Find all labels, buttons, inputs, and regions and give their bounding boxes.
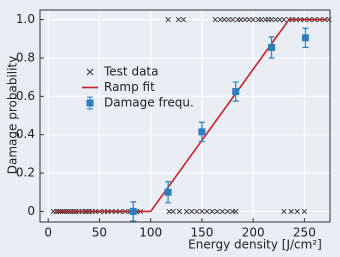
test-point (225, 16, 232, 23)
test-point (268, 16, 275, 23)
y-tick-label: 0.2 (16, 166, 35, 180)
test-point (294, 208, 300, 215)
test-point (189, 208, 195, 215)
y-tick-label: 0.4 (16, 127, 35, 141)
test-point (180, 16, 187, 23)
legend-label: Ramp fit (104, 80, 155, 94)
test-point (301, 208, 308, 215)
test-point (183, 208, 190, 215)
test-point (258, 16, 264, 23)
test-point (221, 16, 228, 23)
x-tick-label: 0 (44, 226, 52, 240)
test-point (214, 208, 220, 215)
test-point (230, 16, 236, 23)
y-tick-label: 0.6 (16, 89, 35, 103)
legend-label: Test data (103, 65, 158, 79)
test-point (217, 16, 223, 23)
test-point (194, 208, 200, 215)
x-axis-label: Energy density [J/cm²] (188, 238, 322, 252)
legend-marker (86, 68, 94, 76)
frequency-point (198, 128, 206, 136)
test-point (175, 16, 181, 23)
test-point (233, 208, 239, 215)
x-tick-label: 100 (139, 226, 162, 240)
test-point (204, 208, 210, 215)
test-point (281, 208, 287, 215)
test-point (176, 208, 182, 215)
test-point (242, 16, 248, 23)
test-point (165, 16, 171, 23)
y-tick-label: 0 (27, 204, 35, 218)
test-point (199, 208, 205, 215)
test-point (326, 16, 332, 23)
legend-label: Damage frequ. (104, 96, 194, 110)
test-point (166, 208, 172, 215)
test-point (224, 208, 231, 215)
y-axis-label: Damage probability (6, 56, 20, 174)
fit-line (55, 18, 327, 213)
x-tick-label: 150 (190, 226, 213, 240)
y-tick-label: 0.8 (16, 50, 35, 64)
frequency-point (301, 34, 309, 42)
frequency-point (164, 188, 172, 196)
x-tick-label: 200 (242, 226, 265, 240)
test-point (277, 16, 283, 23)
test-point (288, 208, 294, 215)
x-tick-label: 50 (92, 226, 107, 240)
legend-marker (86, 99, 94, 107)
test-point (273, 16, 279, 23)
test-point (219, 208, 226, 215)
test-point (212, 16, 218, 23)
test-point (281, 16, 287, 23)
frequency-point (232, 88, 240, 96)
test-point (246, 16, 252, 23)
test-point (238, 16, 244, 23)
test-point (209, 208, 215, 215)
plot-frame (39, 9, 331, 223)
test-point (250, 16, 256, 23)
frequency-point (129, 207, 137, 215)
frequency-point (268, 43, 276, 51)
plot-area (40, 10, 330, 222)
x-tick-label: 250 (293, 226, 316, 240)
test-point (170, 208, 176, 215)
y-tick-label: 1.0 (16, 12, 35, 26)
